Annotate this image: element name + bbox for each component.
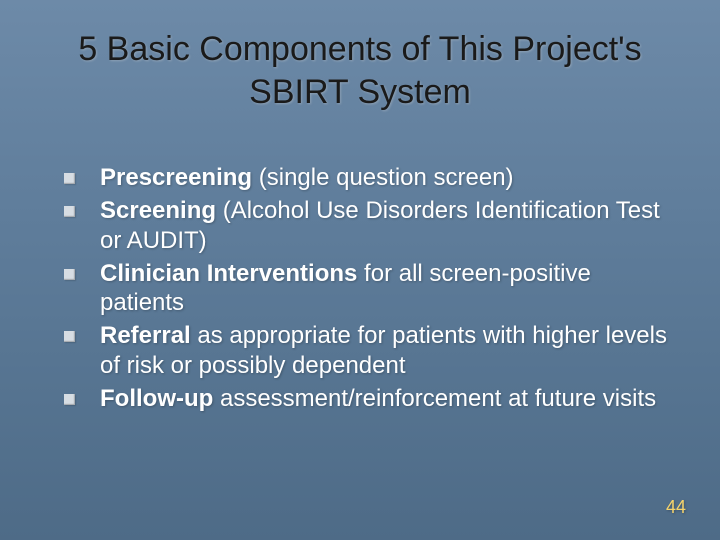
slide-title: 5 Basic Components of This Project's SBI… bbox=[60, 28, 660, 113]
bullet-bold: Screening bbox=[100, 197, 216, 224]
bullet-bold: Referral bbox=[100, 322, 191, 349]
slide-number: 44 bbox=[666, 497, 686, 518]
slide-container: 5 Basic Components of This Project's SBI… bbox=[0, 0, 720, 540]
bullet-rest: assessment/reinforcement at future visit… bbox=[213, 385, 656, 412]
bullet-list: Prescreening (single question screen) Sc… bbox=[40, 163, 680, 413]
bullet-rest: (single question screen) bbox=[252, 164, 513, 191]
list-item: Prescreening (single question screen) bbox=[58, 163, 680, 192]
list-item: Screening (Alcohol Use Disorders Identif… bbox=[58, 196, 680, 255]
list-item: Clinician Interventions for all screen-p… bbox=[58, 259, 680, 318]
list-item: Referral as appropriate for patients wit… bbox=[58, 321, 680, 380]
list-item: Follow-up assessment/reinforcement at fu… bbox=[58, 384, 680, 413]
bullet-bold: Prescreening bbox=[100, 164, 252, 191]
bullet-bold: Clinician Interventions bbox=[100, 260, 357, 287]
bullet-bold: Follow-up bbox=[100, 385, 213, 412]
